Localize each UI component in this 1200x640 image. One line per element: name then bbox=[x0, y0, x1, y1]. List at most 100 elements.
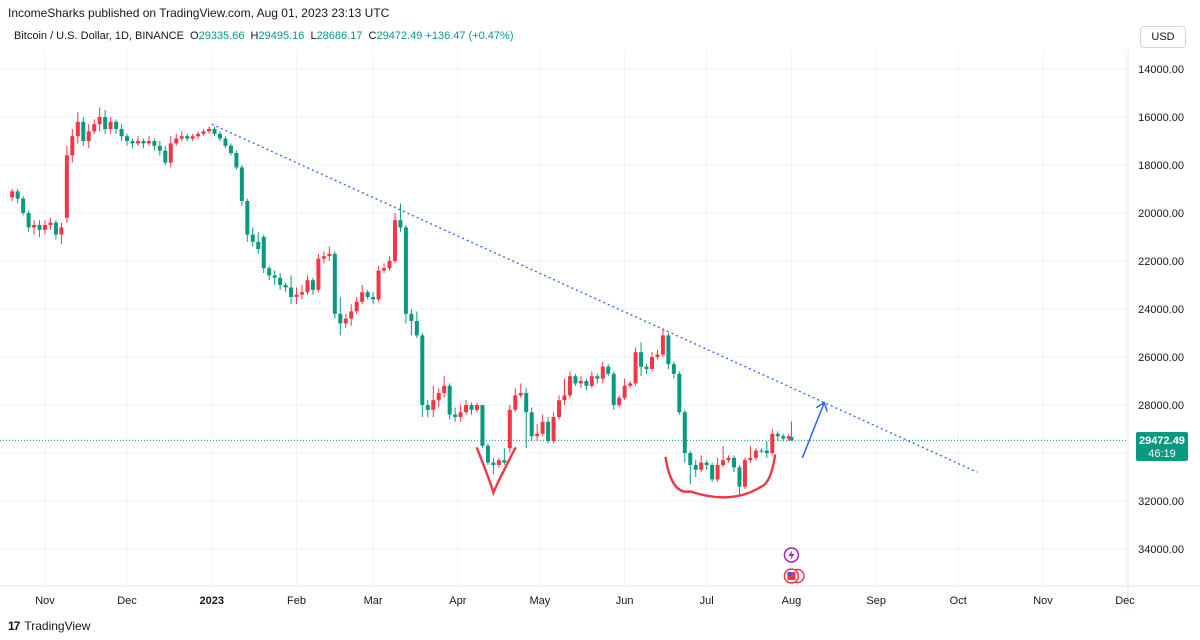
candle-body bbox=[267, 268, 272, 276]
candle-body bbox=[622, 385, 627, 398]
candle-body bbox=[682, 412, 687, 453]
lightning-icon[interactable] bbox=[783, 547, 800, 563]
candle-body bbox=[250, 234, 255, 242]
price-tick-label: 32000.00 bbox=[1138, 496, 1184, 508]
candle-body bbox=[420, 335, 425, 405]
us-flag-icon[interactable] bbox=[783, 568, 805, 584]
candle-body bbox=[207, 129, 212, 132]
candle-body bbox=[726, 457, 731, 461]
candle-body bbox=[518, 393, 523, 396]
candle-body bbox=[21, 198, 26, 213]
candle-body bbox=[354, 301, 359, 312]
candle-body bbox=[595, 376, 600, 379]
price-tag-price: 29472.49 bbox=[1139, 435, 1185, 447]
candle-body bbox=[600, 366, 605, 379]
candle-body bbox=[114, 121, 119, 129]
candle-body bbox=[272, 275, 277, 278]
candle-body bbox=[770, 433, 775, 453]
ohlc-high-label: H bbox=[250, 30, 259, 42]
candle-body bbox=[578, 381, 583, 384]
publish-line: IncomeSharks published on TradingView.co… bbox=[8, 6, 390, 20]
time-axis[interactable]: Nov Dec 2023 Feb Mar Apr May Jun Jul Aug Sep Oct Nov… bbox=[35, 595, 1135, 607]
candle-body bbox=[584, 381, 589, 386]
candle-body bbox=[217, 133, 222, 139]
candle-body bbox=[764, 450, 769, 453]
candle-body bbox=[310, 280, 315, 290]
candle-body bbox=[228, 145, 233, 153]
candle-body bbox=[223, 138, 228, 146]
candle-body bbox=[409, 313, 414, 321]
candle-body bbox=[704, 462, 709, 465]
candle-body bbox=[546, 421, 551, 441]
ohlc-low-value: 28686.17 bbox=[316, 30, 363, 42]
candle-body bbox=[475, 405, 479, 410]
candle-body bbox=[338, 313, 343, 324]
brand-name: TradingView bbox=[24, 619, 91, 633]
candle-body bbox=[360, 292, 365, 302]
candle-body bbox=[436, 393, 441, 401]
candle-body bbox=[75, 121, 80, 137]
candle-body bbox=[710, 465, 715, 480]
candle-body bbox=[693, 465, 698, 470]
time-tick-label: 2023 bbox=[200, 595, 224, 607]
ohlc-open-value: 29335.66 bbox=[198, 30, 245, 42]
candle-body bbox=[382, 268, 387, 271]
candle-body bbox=[59, 227, 64, 235]
price-tick-label: 16000.00 bbox=[1138, 112, 1184, 124]
candle-body bbox=[633, 352, 638, 384]
dotted-trendline bbox=[211, 123, 978, 473]
flag-icon-canton bbox=[787, 572, 792, 576]
candle-body bbox=[64, 155, 69, 218]
candle-body bbox=[507, 409, 512, 449]
candle-body bbox=[699, 462, 704, 470]
time-tick-label: Mar bbox=[364, 595, 383, 607]
candle-body bbox=[349, 311, 354, 319]
target-arrow-head bbox=[815, 401, 828, 412]
candle-body bbox=[261, 237, 266, 269]
candle-body bbox=[447, 385, 452, 415]
candle-body bbox=[529, 412, 534, 437]
candle-body bbox=[343, 318, 348, 324]
candle-body bbox=[655, 354, 660, 357]
ohlc-low-label: L bbox=[310, 30, 317, 42]
candle-body bbox=[234, 153, 239, 168]
candle-body bbox=[660, 335, 665, 355]
candle-body bbox=[775, 433, 780, 437]
candle-body bbox=[135, 141, 140, 144]
candle-body bbox=[371, 297, 376, 300]
ohlc-high-value: 29495.16 bbox=[258, 30, 305, 42]
candle-body bbox=[256, 241, 261, 249]
time-tick-label: Aug bbox=[782, 595, 802, 607]
target-arrow-line bbox=[801, 402, 825, 459]
time-tick-label: Dec bbox=[117, 595, 137, 607]
candle-body bbox=[485, 445, 490, 463]
price-tick-label: 18000.00 bbox=[1138, 160, 1184, 172]
candle-body bbox=[130, 141, 135, 144]
ohlc-close-label: C bbox=[368, 30, 377, 42]
currency-button[interactable]: USD bbox=[1140, 26, 1186, 48]
candle-body bbox=[671, 364, 676, 374]
bottom-u-marker bbox=[664, 454, 777, 499]
candle-body bbox=[491, 462, 496, 465]
candle-body bbox=[141, 141, 146, 144]
candle-body bbox=[26, 213, 31, 228]
candle-body bbox=[179, 136, 184, 139]
candle-body bbox=[748, 457, 753, 461]
price-axis[interactable]: 14000.00 16000.00 18000.00 20000.00 22000.00… bbox=[1138, 64, 1184, 556]
candle-body bbox=[294, 294, 299, 297]
tradingview-brand[interactable]: 17 TradingView bbox=[8, 619, 90, 633]
candle-body bbox=[403, 227, 408, 314]
candle-body bbox=[496, 460, 501, 465]
candle-body bbox=[442, 385, 447, 393]
candle-body bbox=[753, 450, 758, 458]
candle-body bbox=[458, 412, 463, 417]
candle-body bbox=[644, 366, 649, 369]
candle-body bbox=[152, 141, 157, 146]
candle-body bbox=[321, 256, 326, 259]
candle-body bbox=[196, 133, 201, 137]
candle-body bbox=[524, 393, 529, 413]
candle-body bbox=[125, 136, 130, 141]
candle-body bbox=[32, 225, 37, 228]
candle-body bbox=[688, 453, 693, 465]
